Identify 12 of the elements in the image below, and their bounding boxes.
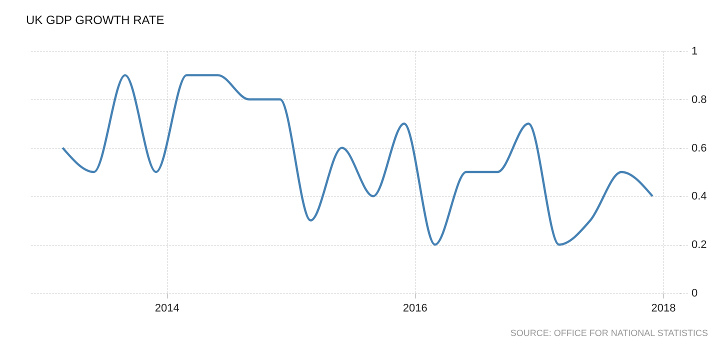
y-tick-label: 0.8 (692, 94, 707, 106)
x-tick-label: 2018 (651, 302, 676, 314)
x-tick-label: 2014 (154, 302, 180, 314)
y-tick-label: 1 (692, 46, 698, 58)
line-series (62, 74, 654, 246)
y-tick-label: 0.2 (692, 239, 707, 252)
source-note: SOURCE: OFFICE FOR NATIONAL STATISTICS (510, 328, 708, 338)
y-tick-label: 0.6 (692, 142, 707, 154)
y-tick-label: 0.4 (692, 190, 707, 203)
y-tick-label: 0 (692, 288, 698, 300)
x-tick-label: 2016 (402, 302, 428, 314)
chart-title: UK GDP GROWTH RATE (26, 13, 164, 27)
